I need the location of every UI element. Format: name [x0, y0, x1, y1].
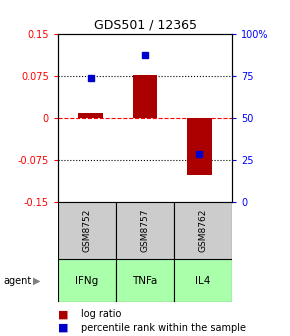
Text: percentile rank within the sample: percentile rank within the sample	[81, 323, 246, 333]
FancyBboxPatch shape	[58, 202, 116, 259]
Title: GDS501 / 12365: GDS501 / 12365	[93, 18, 197, 31]
Text: ■: ■	[58, 323, 68, 333]
Text: ▶: ▶	[33, 276, 41, 286]
Text: GSM8762: GSM8762	[198, 208, 208, 252]
FancyBboxPatch shape	[116, 259, 174, 302]
Text: log ratio: log ratio	[81, 309, 122, 319]
Text: GSM8752: GSM8752	[82, 208, 92, 252]
Text: GSM8757: GSM8757	[140, 208, 150, 252]
Bar	[133, 75, 157, 118]
FancyBboxPatch shape	[174, 259, 232, 302]
FancyBboxPatch shape	[116, 202, 174, 259]
FancyBboxPatch shape	[174, 202, 232, 259]
FancyBboxPatch shape	[58, 259, 116, 302]
Text: IL4: IL4	[195, 276, 211, 286]
Text: agent: agent	[3, 276, 31, 286]
Text: TNFa: TNFa	[132, 276, 158, 286]
Bar	[78, 113, 103, 118]
Text: IFNg: IFNg	[75, 276, 99, 286]
Text: ■: ■	[58, 309, 68, 319]
Bar	[187, 118, 212, 175]
